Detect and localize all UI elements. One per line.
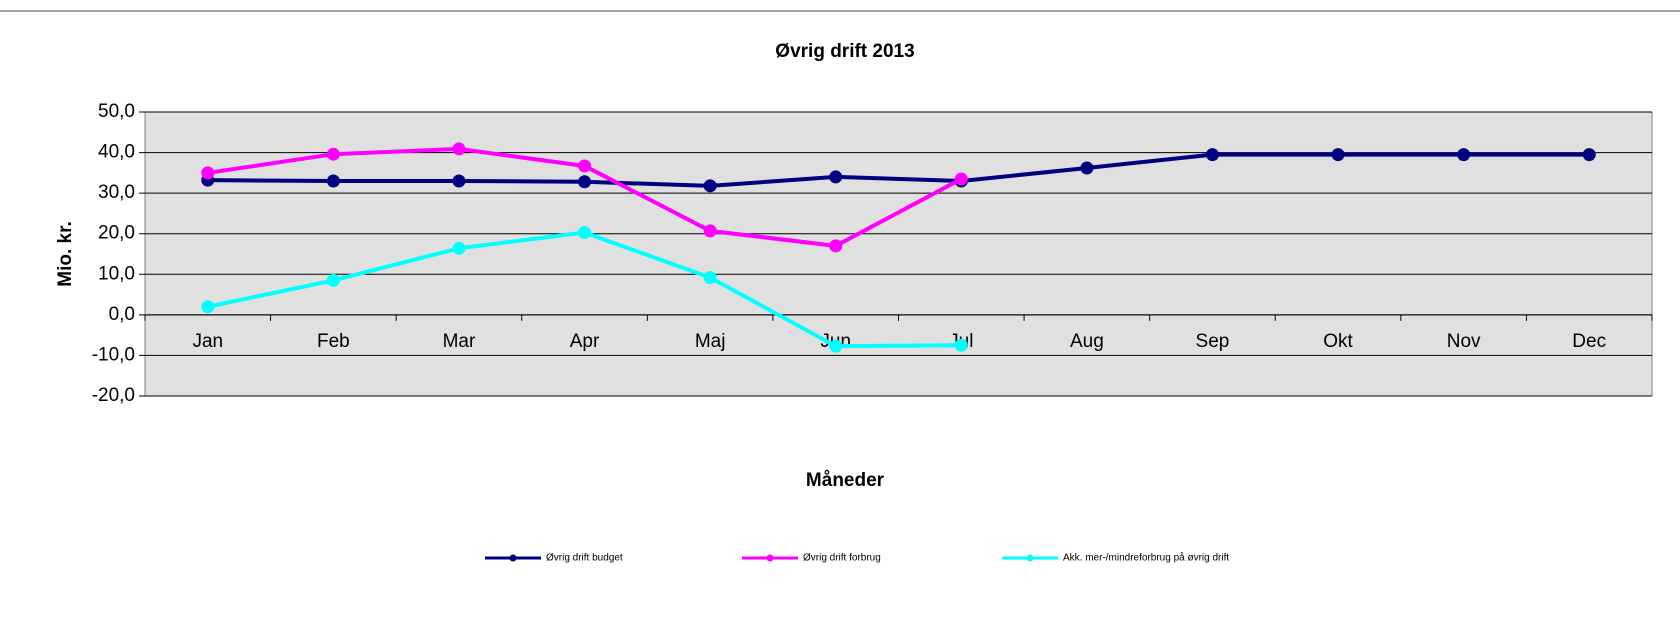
point [829,239,843,253]
point [954,338,968,352]
x-tick-label: Maj [695,331,726,352]
x-axis-title: Måneder [806,470,885,491]
point [201,166,215,180]
point [1582,148,1596,162]
point [326,147,340,161]
point [1457,148,1471,162]
point [452,142,466,156]
point [452,241,466,255]
point [1331,148,1345,162]
point [578,175,592,189]
y-tick-label: -20,0 [92,385,135,406]
x-tick-label: Mar [443,331,476,352]
y-tick-label: 20,0 [98,223,135,244]
legend-label: Øvrig drift forbrug [803,553,881,564]
point [1080,161,1094,175]
legend-label: Akk. mer-/mindreforbrug på øvrig drift [1063,552,1229,564]
x-tick-label: Okt [1323,331,1353,352]
point [703,179,717,193]
point [703,271,717,285]
legend-marker [509,554,517,562]
y-tick-label: 50,0 [98,101,135,122]
point [829,170,843,184]
y-tick-label: 0,0 [109,304,135,325]
point [326,174,340,188]
x-tick-label: Feb [317,331,350,352]
x-tick-label: Jan [192,331,223,352]
x-tick-label: Dec [1572,331,1606,352]
legend-marker [766,554,774,562]
x-tick-label: Sep [1196,331,1230,352]
point [829,339,843,353]
chart-title: Øvrig drift 2013 [775,41,914,62]
point [578,225,592,239]
y-tick-label: 10,0 [98,263,135,284]
y-axis-title: Mio. kr. [55,221,76,286]
point [578,159,592,173]
x-tick-label: Nov [1447,331,1481,352]
point [201,300,215,314]
y-tick-label: 40,0 [98,142,135,163]
point [452,174,466,188]
y-tick-label: 30,0 [98,182,135,203]
y-tick-label: -10,0 [92,344,135,365]
x-tick-label: Apr [570,331,600,352]
point [954,172,968,186]
point [326,273,340,287]
point [1205,148,1219,162]
legend-marker [1026,554,1034,562]
x-tick-label: Aug [1070,331,1104,352]
legend-label: Øvrig drift budget [546,553,623,564]
series-line [207,152,1590,188]
point [703,224,717,238]
